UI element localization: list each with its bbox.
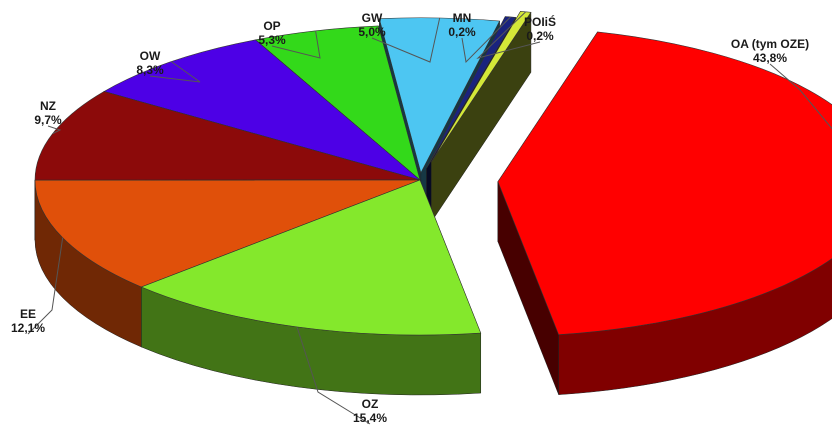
- slice-label-oa-tym-oze-: OA (tym OZE): [731, 37, 809, 51]
- slice-value-mn: 0,2%: [448, 25, 476, 39]
- leader-nz: [47, 125, 62, 135]
- leader-poii-: [476, 11, 541, 59]
- slice-label-ee: EE: [20, 307, 36, 321]
- slice-label-oz: OZ: [362, 397, 379, 411]
- slice-value-ee: 12,1%: [11, 321, 45, 335]
- slice-oa-tym-oze-: [497, 31, 832, 395]
- slice-value-poii-: 0,2%: [526, 29, 554, 43]
- slice-oz: [140, 179, 482, 396]
- leader-ee: [27, 237, 64, 335]
- leader-gw: [371, 17, 441, 63]
- slice-label-mn: MN: [453, 11, 472, 25]
- slice-label-ow: OW: [140, 49, 161, 63]
- pie-slices: [34, 10, 832, 396]
- slice-label-nz: NZ: [40, 99, 56, 113]
- slice-poii-: [431, 10, 532, 223]
- slice-value-oa-tym-oze-: 43,8%: [753, 51, 787, 65]
- slice-label-gw: GW: [362, 11, 383, 25]
- leader-oz: [296, 326, 371, 425]
- leader-mn: [461, 16, 511, 64]
- slice-value-ow: 8,3%: [136, 63, 164, 77]
- slice-label-poii-: POIiŚ: [524, 14, 556, 29]
- leader-ow: [149, 61, 201, 83]
- slice-value-gw: 5,0%: [358, 25, 386, 39]
- leader-op: [271, 30, 321, 59]
- leader-oa-tym-oze-: [769, 63, 832, 130]
- slice-value-oz: 15,4%: [353, 411, 387, 425]
- slice-label-op: OP: [263, 19, 280, 33]
- label-leader-lines: [27, 11, 832, 425]
- slice-value-nz: 9,7%: [34, 113, 62, 127]
- slice-value-op: 5,3%: [258, 33, 286, 47]
